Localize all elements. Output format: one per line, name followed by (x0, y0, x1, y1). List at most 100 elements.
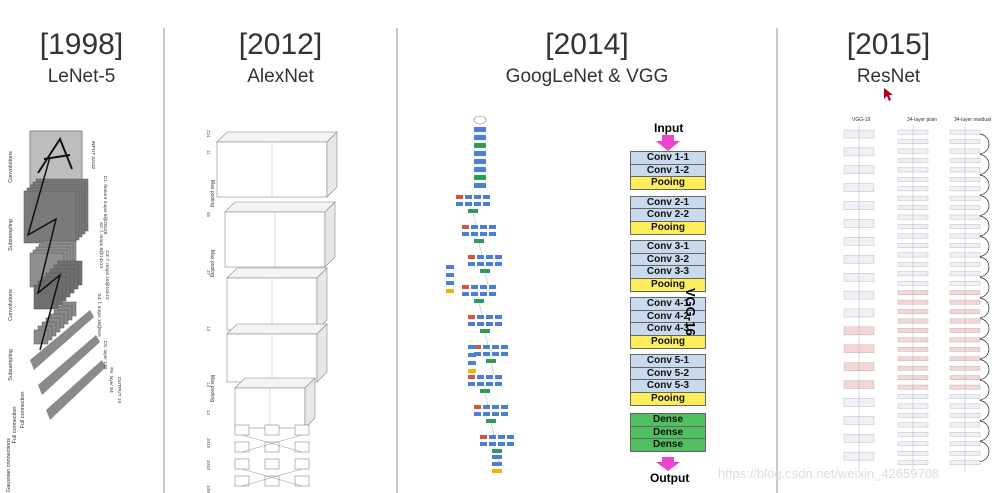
alexnet-number: 224 (206, 130, 211, 138)
resnet-skip-connection (979, 277, 990, 298)
googlenet-aux-block (446, 281, 454, 285)
resnet-skip-connection (979, 359, 990, 380)
googlenet-link (484, 392, 489, 406)
lenet-feature-map (33, 329, 49, 345)
alexnet-fc-unit (294, 458, 310, 470)
googlenet-stem-block (474, 167, 486, 172)
alexnet-number: 55 (206, 212, 211, 218)
output-arrow-icon (656, 457, 680, 471)
lenet-diagram: Convolutions Subsampling Convolutions Subsa… (6, 130, 122, 492)
vgg-block-pool: Pooing (630, 277, 706, 292)
googlenet-inception-block (474, 202, 481, 206)
googlenet-concat (486, 419, 496, 423)
googlenet-inception-block (495, 315, 502, 319)
input-arrow-icon (656, 135, 680, 151)
alexnet-diagram: Max pooling Max pooling Max pooling 224 11 55… (206, 130, 338, 493)
googlenet-input (473, 115, 487, 125)
era-name: AlexNet (247, 66, 314, 87)
alexnet-number: 11 (206, 150, 211, 155)
googlenet-inception-block (477, 322, 484, 326)
alexnet-box-side (316, 323, 328, 383)
googlenet-inception-block (507, 442, 514, 446)
googlenet-link (484, 332, 489, 346)
alexnet-box-top (216, 131, 338, 143)
googlenet-concat (480, 329, 490, 333)
googlenet-inception-block (471, 292, 478, 296)
alexnet-side-label: Max pooling (209, 180, 215, 207)
googlenet-inception-block (471, 232, 478, 236)
googlenet-inception-block (495, 322, 502, 326)
alexnet-box-side (326, 131, 338, 198)
resnet-skip-connection (979, 338, 990, 360)
resnet-skip-connection (979, 215, 990, 237)
googlenet-inception-block (492, 345, 499, 349)
lenet-connection (26, 156, 62, 351)
googlenet-inception-block (474, 345, 481, 349)
alexnet-number: 13 (206, 326, 211, 332)
googlenet-inception-block (489, 232, 496, 236)
panel-resnet: [2015] ResNet VGG-19 34-layer plain 34-l… (778, 0, 999, 493)
googlenet-inception-block (477, 315, 484, 319)
lenet-map-label: C1: feature maps 6@28x28 (102, 176, 108, 235)
googlenet-inception-block (489, 435, 496, 439)
resnet-skip-connection (979, 154, 990, 175)
googlenet-inception-block (474, 412, 481, 416)
alexnet-fc-unit (264, 441, 280, 453)
googlenet-concat (474, 299, 484, 303)
era-name: ResNet (856, 66, 921, 87)
googlenet-inception-block (468, 322, 475, 326)
googlenet-stem-block (474, 127, 486, 132)
googlenet-inception-block (489, 442, 496, 446)
lenet-digit (37, 136, 73, 174)
resnet-header: 34-layer plain (907, 117, 937, 123)
googlenet-inception-block (471, 285, 478, 289)
lenet-fc-bar (46, 360, 106, 420)
googlenet-inception-block (489, 285, 496, 289)
lenet-fc-bar (30, 310, 94, 370)
googlenet-inception-block (486, 322, 493, 326)
alexnet-box-top (226, 267, 328, 279)
googlenet-aux-block (468, 369, 476, 373)
googlenet-inception-block (495, 262, 502, 266)
resnet-skip-connection (979, 297, 990, 319)
alexnet-box-top (234, 377, 316, 389)
googlenet-aux-block (468, 345, 476, 349)
googlenet-inception-block (468, 255, 475, 259)
googlenet-inception-block (456, 202, 463, 206)
panel-lenet: [1998] LeNet-5 Convolutions Subsampling Co… (0, 0, 163, 493)
googlenet-inception-block (456, 195, 463, 199)
googlenet-inception-block (480, 232, 487, 236)
googlenet-stem-block (474, 183, 486, 188)
googlenet-aux-block (468, 353, 476, 357)
googlenet-link (472, 212, 477, 226)
googlenet-inception-block (501, 412, 508, 416)
googlenet-link (478, 302, 483, 316)
lenet-layer-label: Gaussian connections (6, 438, 12, 492)
alexnet-box-side (324, 201, 336, 268)
googlenet-inception-block (480, 435, 487, 439)
era-year: [2012] (238, 28, 323, 61)
googlenet-aux-block (468, 361, 476, 365)
alexnet-number: 1000 (206, 485, 211, 493)
alexnet-number: 2048 (206, 460, 211, 471)
lenet-layer-label: Convolutions (8, 151, 14, 183)
lenet-fc-bar (38, 335, 100, 395)
vgg16-diagram: Input Conv 1-1 Conv 1-2 Pooing Conv 2-1 Conv… (630, 118, 760, 488)
googlenet-inception-block (486, 382, 493, 386)
mouse-cursor-icon (884, 88, 893, 101)
vgg-block-pool: Pooing (630, 176, 706, 190)
googlenet-inception-block (483, 202, 490, 206)
googlenet-inception-block (495, 382, 502, 386)
alexnet-fc-unit (234, 424, 250, 436)
googlenet-link (478, 242, 483, 256)
googlenet-diagram (446, 115, 514, 473)
googlenet-stem-block (474, 135, 486, 140)
lenet-feature-map (23, 190, 77, 244)
googlenet-concat (486, 359, 496, 363)
lenet-map-label: INPUT 32x32 (90, 141, 96, 170)
googlenet-concat (474, 239, 484, 243)
lenet-map-label: C3: f. maps 16@10x10 (104, 250, 110, 299)
googlenet-output-block (492, 469, 502, 473)
googlenet-inception-block (480, 285, 487, 289)
lenet-layer-label: Full connection (20, 392, 26, 429)
